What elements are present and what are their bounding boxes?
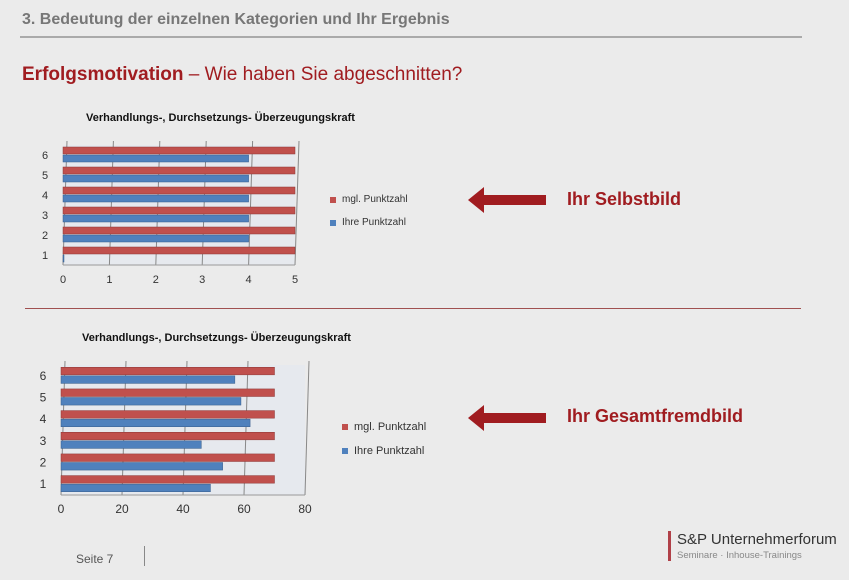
y-tick-label: 6 xyxy=(40,369,47,383)
company-logo: S&P Unternehmerforum Seminare · Inhouse-… xyxy=(668,531,837,561)
logo-name: S&P Unternehmerforum xyxy=(677,531,837,548)
x-tick-label: 0 xyxy=(60,274,66,286)
arrow-left-icon xyxy=(468,405,546,431)
bar-own-score xyxy=(62,214,249,223)
chart1-legend: mgl. Punktzahl Ihre Punktzahl xyxy=(330,194,408,240)
bar-own-score xyxy=(62,194,249,203)
bar-max-score xyxy=(60,410,275,419)
legend-swatch-max xyxy=(342,424,348,430)
legend-swatch-max xyxy=(330,196,336,203)
section-header: 3. Bedeutung der einzelnen Kategorien un… xyxy=(22,11,450,28)
x-tick-label: 2 xyxy=(153,274,159,286)
arrow-left-icon xyxy=(468,187,546,213)
x-tick-label: 20 xyxy=(115,502,129,516)
bar-max-score xyxy=(62,246,296,255)
bar-own-score xyxy=(60,375,236,384)
bar-own-score xyxy=(60,462,223,471)
section-divider xyxy=(25,308,801,309)
y-tick-label: 5 xyxy=(42,170,48,182)
gridline xyxy=(304,360,310,496)
bar-max-score xyxy=(62,226,296,235)
bar-max-score xyxy=(62,166,296,175)
bar-own-score xyxy=(60,397,242,406)
bar-max-score xyxy=(60,367,275,376)
y-tick-label: 1 xyxy=(40,477,47,491)
bar-own-score xyxy=(62,154,249,163)
bar-max-score xyxy=(60,388,275,397)
gridline xyxy=(243,360,249,496)
legend-swatch-own xyxy=(330,219,336,226)
x-tick-label: 3 xyxy=(199,274,205,286)
legend-label-own: Ihre Punktzahl xyxy=(354,445,425,457)
title-bold: Erfolgsmotivation xyxy=(22,64,184,85)
bar-max-score xyxy=(60,475,275,484)
title-rest: – Wie haben Sie abgeschnitten? xyxy=(183,64,463,85)
y-tick-label: 1 xyxy=(42,250,48,262)
bar-own-score xyxy=(60,483,211,492)
bar-own-score xyxy=(60,418,251,427)
y-tick-label: 2 xyxy=(42,230,48,242)
footer-divider xyxy=(144,546,145,566)
y-tick-label: 4 xyxy=(40,412,47,426)
legend-swatch-own xyxy=(342,448,348,454)
bar-max-score xyxy=(60,432,275,441)
bar-max-score xyxy=(62,206,296,215)
x-tick-label: 80 xyxy=(298,502,312,516)
bar-own-score xyxy=(60,440,202,449)
legend-label-own: Ihre Punktzahl xyxy=(342,217,406,228)
y-tick-label: 4 xyxy=(42,190,48,202)
bar-max-score xyxy=(62,146,296,155)
x-tick-label: 5 xyxy=(292,274,298,286)
logo-subtitle: Seminare · Inhouse-Trainings xyxy=(677,550,802,561)
legend-label-max: mgl. Punktzahl xyxy=(342,194,408,205)
gridline xyxy=(248,140,254,266)
x-tick-label: 0 xyxy=(58,502,65,516)
bar-own-score xyxy=(62,254,65,263)
gridline xyxy=(294,140,300,266)
x-tick-label: 40 xyxy=(176,502,190,516)
header-divider xyxy=(20,36,802,38)
y-tick-label: 3 xyxy=(42,210,48,222)
external-image-label: Ihr Gesamtfremdbild xyxy=(567,406,744,426)
y-tick-label: 6 xyxy=(42,150,48,162)
x-tick-label: 60 xyxy=(237,502,251,516)
page-number: Seite 7 xyxy=(76,552,114,566)
y-tick-label: 5 xyxy=(40,391,47,405)
plot-area xyxy=(63,145,295,265)
x-tick-label: 1 xyxy=(106,274,112,286)
self-image-label: Ihr Selbstbild xyxy=(567,189,682,209)
plot-area xyxy=(61,365,305,495)
slide-title: Erfolgsmotivation – Wie haben Sie abgesc… xyxy=(22,64,462,86)
y-tick-label: 3 xyxy=(40,434,47,448)
bar-own-score xyxy=(62,234,249,243)
bar-max-score xyxy=(62,186,296,195)
bar-max-score xyxy=(60,453,275,462)
y-tick-label: 2 xyxy=(40,456,47,470)
chart2-title: Verhandlungs-, Durchsetzungs- Überzeugun… xyxy=(82,332,351,344)
chart2-legend: mgl. Punktzahl Ihre Punktzahl xyxy=(342,421,426,469)
bar-own-score xyxy=(62,174,249,183)
legend-label-max: mgl. Punktzahl xyxy=(354,421,427,433)
x-tick-label: 4 xyxy=(246,274,252,286)
chart1-title: Verhandlungs-, Durchsetzungs- Überzeugun… xyxy=(86,112,355,124)
